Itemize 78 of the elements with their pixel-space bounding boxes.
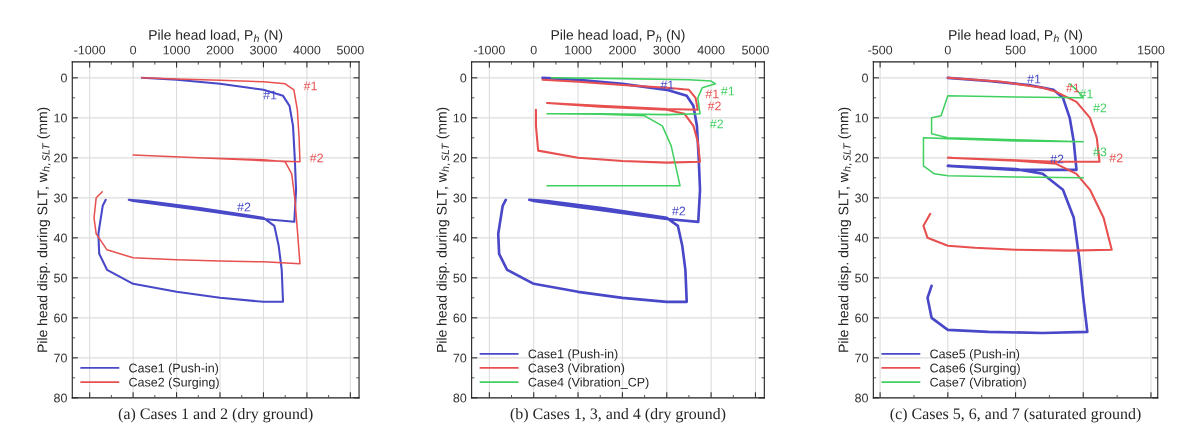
legend-label: Case6 (Surging) <box>930 363 1020 375</box>
y-axis-title: Pile head disp. during SLT, w$_{h,SLT}$ (mm) <box>37 107 51 352</box>
y-tick-label: 0 <box>460 73 467 83</box>
y-tick-label: 30 <box>453 193 467 203</box>
y-tick-label: 40 <box>453 233 467 243</box>
y-tick-label: 60 <box>855 313 868 323</box>
legend-label: Case2 (Surging) <box>129 377 219 390</box>
y-tick-label: 70 <box>54 353 67 363</box>
x-tick-label: 4000 <box>293 45 321 55</box>
legend-label: Case4 (Vibration_CP) <box>528 377 649 390</box>
annotation: #1 <box>303 81 317 91</box>
y-tick-label: 0 <box>862 73 868 83</box>
y-tick-label: 40 <box>854 233 868 243</box>
line-series <box>97 76 298 303</box>
annotation: #2 <box>237 202 251 212</box>
y-tick-label: 50 <box>453 273 467 283</box>
y-tick-label: 40 <box>53 233 67 243</box>
legend-label: Case1 (Push-in) <box>528 349 618 361</box>
y-tick-label: 10 <box>855 113 868 123</box>
x-tick-label: 2000 <box>609 45 636 55</box>
annotation: #2 <box>671 206 686 216</box>
text: (b) Cases 1, 3, and 4 (dry ground) <box>510 407 726 423</box>
x-tick-label: 0 <box>530 45 537 55</box>
line-series <box>496 76 702 304</box>
y-tick-label: 20 <box>54 153 67 163</box>
annotation: #2 <box>707 101 721 111</box>
y-tick-label: 60 <box>54 313 67 323</box>
y-tick-label: 60 <box>453 313 467 323</box>
x-tick-label: 5000 <box>336 45 364 55</box>
y-tick-label: 50 <box>855 273 868 283</box>
x-tick-label: 1000 <box>163 45 190 55</box>
x-tick-label: -1000 <box>74 45 106 55</box>
annotation: #1 <box>1027 74 1041 84</box>
legend-label: Case7 (Vibration) <box>930 377 1026 390</box>
annotation: #2 <box>1093 103 1107 113</box>
line-series <box>534 78 702 164</box>
y-tick-label: 80 <box>54 393 67 403</box>
annotation: #2 <box>309 153 323 163</box>
text: (a) Cases 1 and 2 (dry ground) <box>118 407 313 423</box>
y-tick-label: 10 <box>54 113 67 123</box>
annotation: #2 <box>709 119 724 129</box>
legend-label: Case1 (Push-in) <box>129 363 219 375</box>
y-tick-label: 10 <box>453 113 467 123</box>
x-tick-label: 1000 <box>1070 45 1097 55</box>
annotation: #2 <box>1109 153 1123 163</box>
annotation: #1 <box>705 89 719 99</box>
y-tick-label: 80 <box>855 393 868 403</box>
x-tick-label: 0 <box>130 45 137 55</box>
x-tick-label: 2000 <box>206 45 234 55</box>
y-tick-label: 20 <box>855 153 868 163</box>
y-tick-label: 0 <box>60 73 67 83</box>
x-tick-label: 1500 <box>1138 45 1165 55</box>
y-axis-title: Pile head disp. during SLT, w$_{h,SLT}$ (mm) <box>436 107 450 352</box>
legend-label: Case3 (Vibration) <box>528 363 625 375</box>
y-tick-label: 50 <box>54 273 67 283</box>
x-tick-label: 4000 <box>697 45 725 55</box>
y-tick-label: 30 <box>54 193 67 203</box>
y-tick-label: 70 <box>453 353 467 363</box>
text: (c) Cases 5, 6, and 7 (saturated ground) <box>890 407 1141 423</box>
y-tick-label: 30 <box>855 193 868 203</box>
y-tick-label: 80 <box>453 393 467 403</box>
x-axis-title: Pile head load, P$_{h}$ (N) <box>551 29 685 43</box>
y-tick-label: 20 <box>453 153 467 163</box>
x-tick-label: 3000 <box>653 45 681 55</box>
x-axis-title: Pile head load, P$_{h}$ (N) <box>949 29 1083 43</box>
x-tick-label: 5000 <box>742 45 769 55</box>
x-tick-label: 3000 <box>250 45 277 55</box>
x-axis-title: Pile head load, P$_{h}$ (N) <box>149 29 283 43</box>
x-tick-label: 0 <box>944 45 951 55</box>
x-tick-label: -500 <box>868 45 893 55</box>
line-series <box>93 77 301 265</box>
x-tick-label: 1000 <box>565 45 592 55</box>
y-tick-label: 70 <box>855 353 868 363</box>
legend-label: Case5 (Push-in) <box>930 349 1020 361</box>
annotation: #1 <box>720 86 735 96</box>
y-axis-title: Pile head disp. during SLT, w$_{h,SLT}$ (mm) <box>838 107 852 352</box>
x-tick-label: 500 <box>1005 45 1026 55</box>
x-tick-label: -1000 <box>473 45 505 55</box>
